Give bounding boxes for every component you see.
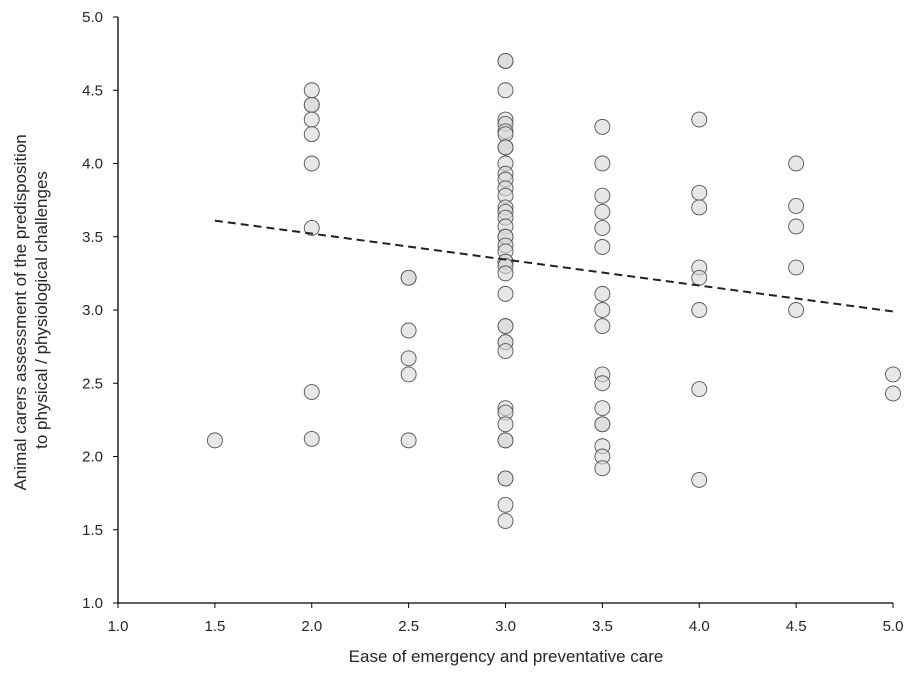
x-tick-label: 4.0	[689, 618, 710, 635]
axes	[113, 16, 894, 608]
data-point	[594, 155, 611, 172]
data-point	[400, 269, 417, 286]
data-point	[788, 198, 805, 214]
y-tick-label: 4.5	[82, 82, 103, 99]
x-tick-label: 5.0	[883, 618, 904, 635]
data-point	[497, 318, 514, 335]
y-axis-title-line-2: to physical / physiological challenges	[32, 171, 51, 449]
y-tick-label: 2.0	[82, 449, 103, 466]
data-point	[594, 400, 611, 417]
x-tick-label: 3.0	[495, 618, 516, 635]
data-point	[788, 218, 805, 235]
data-point	[497, 139, 514, 156]
data-point	[497, 513, 514, 529]
data-point	[594, 318, 611, 335]
data-point	[303, 96, 320, 113]
data-point	[691, 471, 708, 488]
tick-labels: 1.0 1.5 2.0 2.5 3.0 3.5 4.0 4.5 5.0 1.0 1.5 2.0 2.5 3…	[82, 9, 903, 635]
y-axis-title: Animal carers assessment of the predispo…	[11, 130, 51, 491]
data-point	[594, 220, 611, 236]
data-point	[497, 416, 514, 433]
data-point	[303, 111, 320, 128]
data-point	[303, 220, 320, 236]
x-tick-label: 2.5	[398, 618, 419, 635]
y-tick-label: 5.0	[82, 9, 103, 26]
data-point	[497, 285, 514, 302]
x-tick-label: 2.0	[301, 618, 322, 635]
trendline	[214, 219, 894, 313]
x-tick-label: 3.5	[592, 618, 613, 635]
data-point	[691, 184, 708, 201]
data-point	[691, 111, 708, 128]
data-point	[788, 302, 805, 318]
data-point	[497, 470, 514, 487]
data-point	[303, 82, 320, 99]
x-axis-title: Ease of emergency and preventative care	[349, 647, 664, 666]
data-point	[885, 385, 901, 402]
data-point	[400, 322, 417, 339]
data-point	[303, 384, 320, 400]
y-axis-title-line-1: Animal carers assessment of the predispo…	[11, 134, 30, 490]
data-point	[594, 460, 611, 477]
data-point	[594, 416, 611, 433]
data-point	[497, 265, 514, 282]
data-point	[691, 302, 708, 318]
data-point	[594, 187, 611, 204]
data-point	[400, 350, 417, 367]
x-tick-label: 1.5	[204, 618, 225, 635]
data-point	[497, 82, 514, 99]
x-tick-label: 4.5	[786, 618, 807, 635]
data-point	[497, 432, 514, 449]
y-tick-label: 3.5	[82, 229, 103, 246]
data-point	[594, 203, 611, 220]
data-point	[691, 199, 708, 216]
data-point	[691, 381, 708, 398]
data-point	[497, 496, 514, 513]
data-points	[206, 53, 901, 529]
y-tick-label: 1.5	[82, 522, 103, 539]
data-point	[788, 259, 805, 276]
data-point	[691, 269, 708, 286]
y-tick-label: 4.0	[82, 156, 103, 173]
data-point	[594, 239, 611, 255]
data-point	[206, 432, 223, 449]
y-tick-label: 1.0	[82, 595, 103, 612]
data-point	[788, 155, 805, 172]
data-point	[885, 366, 901, 383]
data-point	[594, 285, 611, 302]
data-point	[594, 118, 611, 135]
data-point	[594, 302, 611, 318]
data-point	[303, 126, 320, 143]
x-tick-label: 1.0	[108, 618, 129, 635]
data-point	[400, 432, 417, 449]
data-point	[497, 343, 514, 359]
y-tick-label: 3.0	[82, 302, 103, 319]
trendline-layer	[214, 219, 894, 313]
data-point	[594, 375, 611, 392]
data-point	[400, 366, 417, 383]
data-point	[303, 155, 320, 172]
data-point	[303, 430, 320, 447]
data-point	[497, 53, 514, 69]
y-tick-label: 2.5	[82, 375, 103, 392]
